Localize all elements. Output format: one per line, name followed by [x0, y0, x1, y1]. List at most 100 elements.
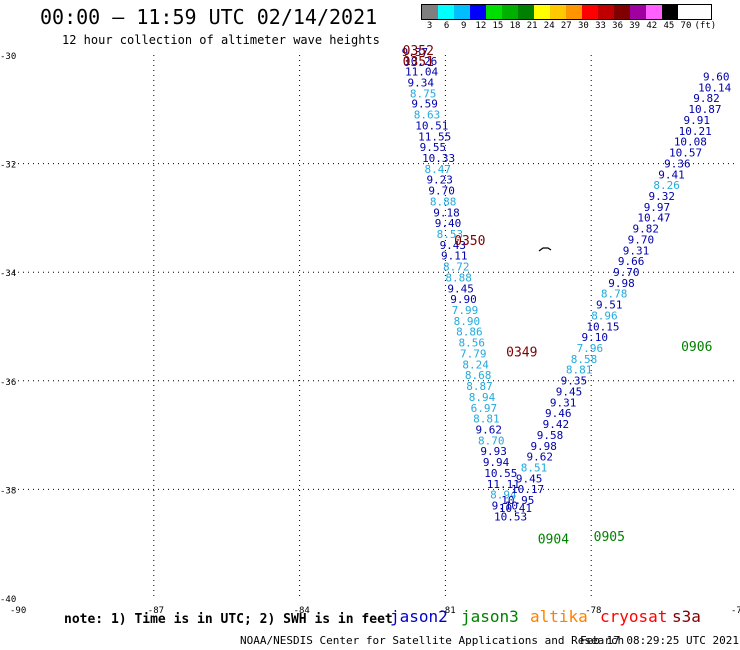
swh-value-label: 9.98 [608, 277, 635, 290]
swh-value-label: 8.88 [445, 271, 472, 284]
swh-value-label: 7.79 [460, 347, 487, 360]
footer-note: note: 1) Time is in UTC; 2) SWH is in fe… [64, 612, 393, 627]
swh-value-label: 9.62 [476, 423, 503, 436]
swh-value-label: 9.37 [402, 46, 429, 59]
swh-value-label: 9.31 [550, 396, 577, 409]
satellite-altika: altika [530, 607, 588, 626]
pass-time-label: 0352 [403, 44, 434, 59]
y-tick-label: -40 [0, 595, 16, 605]
swh-value-label: 8.70 [478, 434, 505, 447]
swh-value-label: 11.55 [418, 130, 451, 143]
legend-label: 12 [475, 21, 487, 31]
swh-value-label: 10.87 [688, 103, 721, 116]
legend-color-bar [421, 4, 712, 20]
legend-label: 39 [629, 21, 641, 31]
swh-value-label: 9.82 [693, 92, 720, 105]
swh-value-label: 9.23 [426, 174, 453, 187]
swh-value-label: 8.94 [469, 391, 496, 404]
swh-value-label: 9.43 [440, 239, 467, 252]
swh-value-label: 10.17 [511, 483, 544, 496]
swh-value-label: 11.11 [487, 478, 520, 491]
legend-label: 36 [612, 21, 623, 31]
legend-swatch [566, 5, 582, 19]
swh-value-label: 9.51 [596, 299, 623, 312]
legend-swatch [630, 5, 646, 19]
swh-value-label: 8.51 [521, 461, 548, 474]
swh-value-label: 9.41 [658, 168, 685, 181]
legend-swatch [662, 5, 678, 19]
swh-value-label: 10.57 [669, 147, 702, 160]
timestamp-text: Feb 17 08:29:25 UTC 2021 [580, 634, 739, 647]
swh-value-label: 8.58 [571, 353, 598, 366]
swh-value-label: 9.97 [644, 201, 671, 214]
swh-value-label: 7.99 [452, 304, 479, 317]
swh-value-label: 8.94 [490, 489, 517, 502]
legend-label: 30 [577, 21, 589, 31]
swh-value-label: 9.55 [420, 141, 447, 154]
legend-label: 42 [646, 21, 658, 31]
swh-value-label: 11.04 [405, 66, 438, 79]
swh-value-label: 9.35 [561, 375, 588, 388]
y-tick-label: -36 [0, 378, 16, 388]
swh-value-label: 9.46 [545, 407, 572, 420]
legend-label: 24 [543, 21, 555, 31]
swh-value-label: 10.47 [637, 212, 670, 225]
legend-swatch [438, 5, 454, 19]
legend-swatch [582, 5, 598, 19]
pass-time-label: 0906 [681, 340, 712, 355]
legend-labels: 3 6 9 12 15 18 21 24 27 30 33 36 39 42 45 70 (ft) [421, 21, 716, 31]
swh-value-label: 8.24 [462, 358, 489, 371]
legend-swatch [550, 5, 566, 19]
legend-swatch [486, 5, 502, 19]
page-subtitle: 12 hour collection of altimeter wave hei… [62, 33, 380, 47]
legend-label: 3 [426, 21, 433, 31]
swh-value-label: 8.68 [465, 369, 492, 382]
swh-value-label: 9.70 [628, 233, 655, 246]
swh-value-label: 8.26 [653, 179, 680, 192]
page-title: 00:00 – 11:59 UTC 02/14/2021 [40, 5, 378, 29]
swh-value-label: 9.62 [527, 451, 554, 464]
swh-value-label: 8.75 [410, 87, 437, 100]
swh-value-label: 9.10 [581, 331, 608, 344]
swh-value-label: 9.94 [483, 456, 510, 469]
swh-value-label: 10.08 [674, 136, 707, 149]
swh-value-label: 9.70 [428, 185, 455, 198]
swh-value-label: 9.66 [618, 255, 645, 268]
legend-label: 15 [492, 21, 504, 31]
swh-value-label: 6.97 [471, 402, 498, 415]
swh-value-label: 9.82 [633, 223, 660, 236]
swh-value-label: 8.87 [466, 380, 493, 393]
legend-swatch [598, 5, 614, 19]
legend-label: 21 [526, 21, 538, 31]
swh-value-label: 9.42 [543, 418, 570, 431]
legend-label: 45 [663, 21, 675, 31]
y-tick-label: -32 [0, 161, 16, 171]
legend-swatch [454, 5, 470, 19]
x-tick-label: -75 [731, 606, 740, 616]
satellite-jason3: jason3 [461, 607, 519, 626]
swh-value-label: 9.60 [703, 71, 730, 84]
legend-swatch [646, 5, 662, 19]
legend-swatch [614, 5, 630, 19]
swh-value-label: 8.81 [473, 413, 500, 426]
x-tick-label: -81 [439, 606, 455, 616]
swh-value-label: 8.72 [443, 261, 470, 274]
legend-label: 18 [509, 21, 521, 31]
y-tick-label: -38 [0, 486, 16, 496]
satellite-jason2: jason2 [390, 607, 448, 626]
swh-value-label: 10.15 [586, 320, 619, 333]
pass-time-label: 0349 [506, 345, 537, 360]
swh-value-label: 9.31 [623, 244, 650, 257]
swh-value-label: 8.56 [459, 337, 486, 350]
legend-swatch [534, 5, 550, 19]
x-tick-label: -84 [294, 606, 310, 616]
swh-value-label: 9.32 [649, 190, 676, 203]
x-tick-label: -90 [10, 606, 26, 616]
legend-label: 33 [595, 21, 606, 31]
swh-value-label: 9.45 [447, 282, 474, 295]
swh-value-label: 9.11 [441, 250, 468, 263]
swh-value-label: 9.45 [556, 385, 583, 398]
swh-value-label: 7.96 [577, 342, 604, 355]
pass-time-label: 0351 [403, 55, 434, 70]
swh-value-label: 9.58 [537, 429, 564, 442]
